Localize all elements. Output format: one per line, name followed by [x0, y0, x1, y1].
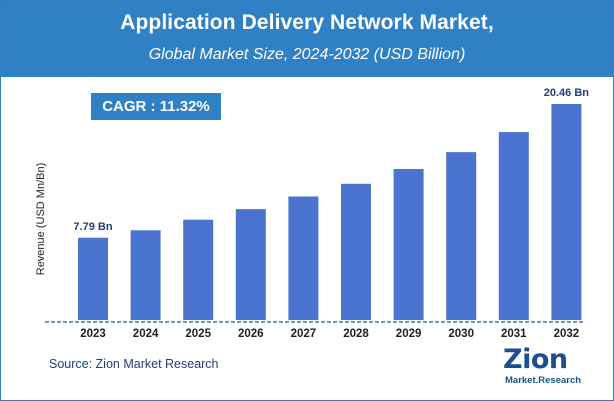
x-tick-label-2026: 2026 [238, 328, 264, 340]
x-tick-label-2027: 2027 [291, 328, 317, 340]
bar-2030 [446, 152, 476, 320]
x-tick-label-2028: 2028 [343, 328, 369, 340]
data-label-2032: 20.46 Bn [544, 87, 590, 99]
x-tick-label-2032: 2032 [554, 328, 580, 340]
source-note: Source: Zion Market Research [49, 357, 219, 371]
bar-2023 [78, 238, 108, 320]
bar-2032 [551, 104, 581, 320]
x-tick-label-2031: 2031 [501, 328, 527, 340]
x-tick-label-2024: 2024 [133, 328, 159, 340]
bar-plot: 2023 7.79 Bn 2024 2025 2026 2027 2028 2029 2030 2… [1, 1, 613, 346]
bar-2031 [499, 132, 529, 320]
bar-2026 [236, 209, 266, 320]
x-tick-label-2023: 2023 [80, 328, 106, 340]
bar-2025 [183, 220, 213, 320]
x-tick-label-2025: 2025 [185, 328, 211, 340]
data-label-2023: 7.79 Bn [73, 221, 112, 233]
logo-wordmark: Zion [503, 344, 568, 375]
x-tick-label-2029: 2029 [396, 328, 422, 340]
x-tick-label-2030: 2030 [448, 328, 474, 340]
zion-logo: Zion Market.Research [501, 348, 583, 388]
bar-2024 [131, 230, 161, 320]
bar-2028 [341, 184, 371, 320]
bar-2027 [288, 196, 318, 320]
logo-tagline: Market.Research [505, 375, 581, 386]
bar-2029 [394, 169, 424, 320]
